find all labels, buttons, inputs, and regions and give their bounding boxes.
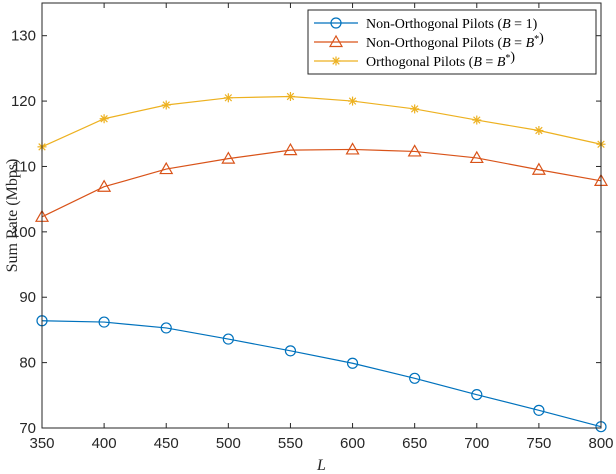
data-point — [471, 389, 483, 401]
data-point — [534, 126, 544, 135]
data-point — [283, 142, 298, 156]
legend: Non-Orthogonal Pilots (B = 1)Non-Orthogo… — [307, 9, 597, 75]
x-axis-label: L — [316, 457, 326, 474]
legend-label: Orthogonal Pilots (B = B*) — [366, 50, 515, 70]
data-point — [345, 142, 360, 155]
data-point — [285, 92, 295, 101]
x-tick-label: 800 — [588, 435, 613, 452]
y-tick-label: 100 — [11, 224, 36, 241]
data-point — [469, 150, 484, 164]
y-axis-ticks: 70 80 90 100 110 120 130 — [11, 28, 601, 437]
series-line — [41, 95, 602, 148]
data-point — [160, 322, 172, 334]
x-tick-label: 600 — [340, 435, 365, 452]
y-tick-label: 80 — [19, 355, 36, 372]
y-tick-label: 90 — [19, 289, 36, 306]
data-point — [223, 93, 233, 103]
data-point — [97, 179, 112, 192]
x-tick-label: 350 — [29, 435, 54, 452]
data-point — [531, 162, 546, 175]
data-point — [222, 333, 234, 345]
x-tick-label: 650 — [402, 435, 427, 452]
data-point — [346, 357, 359, 369]
data-point — [409, 372, 421, 384]
y-tick-label: 120 — [11, 93, 36, 110]
x-axis-ticks: 350 400 450 500 550 600 650 700 750 800 — [29, 3, 614, 452]
y-tick-label: 110 — [12, 158, 36, 175]
legend-marker — [331, 56, 341, 66]
x-tick-label: 700 — [464, 435, 489, 452]
x-tick-label: 750 — [526, 435, 551, 452]
data-point — [98, 316, 110, 328]
series-2 — [34, 142, 609, 222]
series-3 — [37, 92, 606, 152]
legend-entry: Non-Orthogonal Pilots (B = B*) — [314, 31, 544, 51]
legend-label: Non-Orthogonal Pilots (B = B*) — [366, 31, 544, 51]
legend-marker — [328, 34, 344, 48]
legend-label: Non-Orthogonal Pilots (B = 1) — [366, 17, 538, 32]
data-point — [348, 96, 358, 106]
x-tick-label: 500 — [216, 435, 241, 452]
data-point — [221, 151, 236, 164]
legend-entry: Orthogonal Pilots (B = B*) — [314, 50, 515, 70]
data-point — [99, 114, 109, 124]
series-group — [34, 92, 609, 433]
series-line — [41, 148, 602, 218]
data-point — [284, 345, 297, 357]
plot-area-frame — [41, 2, 602, 429]
data-point — [159, 161, 174, 175]
legend-marker — [330, 17, 342, 29]
y-tick-label: 130 — [11, 28, 36, 45]
data-point — [407, 144, 422, 157]
series-line — [41, 320, 602, 428]
data-point — [410, 104, 420, 114]
x-tick-label: 550 — [278, 435, 303, 452]
x-tick-label: 400 — [92, 435, 117, 452]
data-point — [533, 404, 545, 416]
y-axis-label: Sum Rate (Mbps) — [4, 159, 21, 273]
series-1 — [36, 315, 607, 433]
data-point — [161, 100, 171, 110]
y-tick-label: 70 — [19, 420, 36, 437]
legend-entry: Non-Orthogonal Pilots (B = 1) — [314, 17, 538, 32]
x-tick-label: 450 — [154, 435, 179, 452]
data-point — [472, 115, 482, 125]
